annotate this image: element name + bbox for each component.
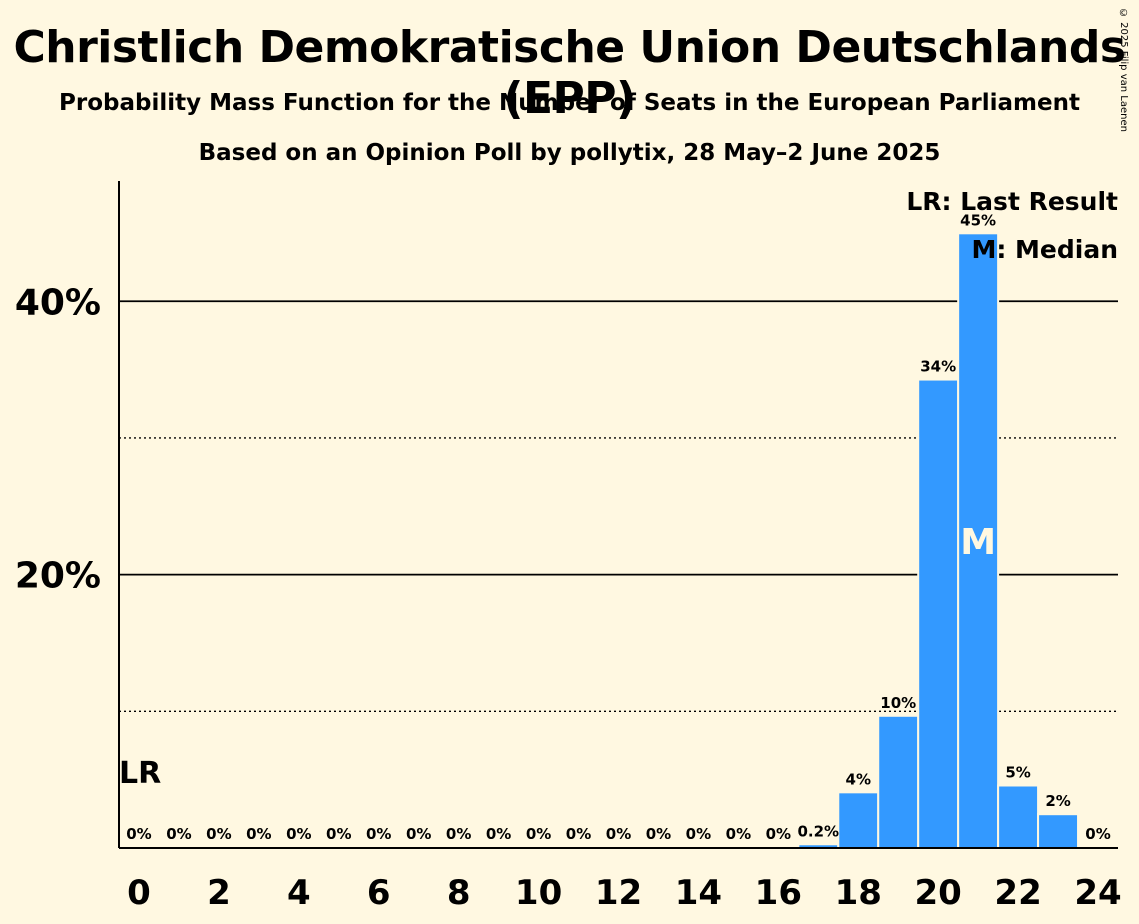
legend: LR: Last Result M: Median [906, 187, 1118, 264]
median-marker: M [960, 522, 996, 563]
y-tick-label: 40% [15, 282, 101, 323]
chart-subtitle: Probability Mass Function for the Number… [59, 90, 1080, 116]
data-label-seat-20: 34% [920, 358, 956, 376]
data-label-seat-5: 0% [326, 825, 351, 843]
data-label-seat-24: 0% [1085, 825, 1110, 843]
bar-seat-20 [919, 380, 958, 848]
bar-seat-21 [959, 234, 998, 849]
axes: 20%40%0 2 4 6 8 10 12 14 16 18 20 22 24 [15, 181, 1122, 913]
copyright-notice: © 2025 Filip van Laenen [1118, 8, 1129, 132]
data-label-seat-13: 0% [646, 825, 671, 843]
x-tick-label: 18 [835, 873, 882, 913]
x-tick-label: 16 [755, 873, 802, 913]
data-label-seat-17: 0.2% [797, 822, 839, 840]
x-tick-label: 20 [915, 873, 962, 913]
bars [797, 232, 1080, 849]
bar-seat-18 [839, 793, 878, 848]
x-tick-label: 0 [127, 873, 151, 913]
bar-seat-19 [879, 716, 918, 848]
x-tick-label: 6 [367, 873, 391, 913]
x-tick-label: 24 [1074, 873, 1121, 913]
data-label-seat-18: 4% [846, 770, 871, 788]
x-tick-label: 12 [595, 873, 642, 913]
data-label-seat-22: 5% [1005, 763, 1030, 781]
legend-median: M: Median [971, 235, 1118, 264]
data-label-seat-1: 0% [166, 825, 191, 843]
data-label-seat-6: 0% [366, 825, 391, 843]
data-label-seat-21: 45% [960, 211, 996, 229]
bar-seat-17 [799, 845, 838, 848]
x-tick-label: 14 [675, 873, 722, 913]
data-label-seat-8: 0% [446, 825, 471, 843]
data-label-seat-14: 0% [686, 825, 711, 843]
x-tick-label: 8 [447, 873, 471, 913]
data-label-seat-19: 10% [880, 694, 916, 712]
data-label-seat-12: 0% [606, 825, 631, 843]
y-tick-label: 20% [15, 556, 101, 597]
x-tick-label: 2 [207, 873, 231, 913]
data-label-seat-7: 0% [406, 825, 431, 843]
data-label-seat-15: 0% [726, 825, 751, 843]
data-label-seat-9: 0% [486, 825, 511, 843]
chart-source-subtitle: Based on an Opinion Poll by pollytix, 28… [198, 140, 941, 166]
x-tick-label: 4 [287, 873, 311, 913]
x-tick-label: 22 [994, 873, 1041, 913]
data-label-seat-16: 0% [766, 825, 791, 843]
data-label-seat-23: 2% [1045, 792, 1070, 810]
chart-title: Christlich Demokratische Union Deutschla… [13, 22, 1126, 124]
data-label-seat-11: 0% [566, 825, 591, 843]
data-label-seat-10: 0% [526, 825, 551, 843]
data-label-seat-3: 0% [246, 825, 271, 843]
x-tick-label: 10 [515, 873, 562, 913]
data-label-seat-2: 0% [206, 825, 231, 843]
bar-seat-23 [1039, 815, 1078, 848]
data-label-seat-0: 0% [126, 825, 151, 843]
legend-last-result: LR: Last Result [906, 187, 1118, 216]
data-label-seat-4: 0% [286, 825, 311, 843]
bar-seat-22 [999, 786, 1038, 848]
data-labels: 0% 0% 0% 0% 0% 0% 0% 0% 0% 0% 0% 0% 0% 0% 0% 0% 0% 0.2% 4%… [119, 211, 1111, 843]
last-result-marker: LR [119, 756, 161, 791]
